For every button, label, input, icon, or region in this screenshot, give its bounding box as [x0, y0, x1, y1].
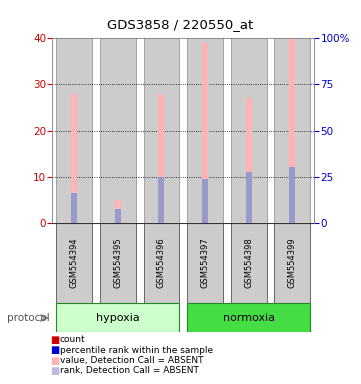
Text: ■: ■ — [51, 345, 60, 355]
Text: value, Detection Call = ABSENT: value, Detection Call = ABSENT — [60, 356, 203, 365]
Bar — [158, 177, 165, 223]
Text: protocol: protocol — [7, 313, 50, 323]
Bar — [100, 38, 136, 223]
Bar — [187, 38, 223, 223]
Bar — [158, 94, 165, 223]
Bar — [115, 209, 121, 223]
Bar — [187, 303, 310, 332]
Text: hypoxia: hypoxia — [96, 313, 140, 323]
Bar — [245, 98, 252, 223]
Bar — [71, 94, 77, 223]
Bar — [231, 38, 266, 223]
Bar — [144, 38, 179, 223]
Bar — [187, 223, 223, 303]
Bar — [289, 167, 295, 223]
Text: ■: ■ — [51, 335, 60, 345]
Text: ■: ■ — [51, 356, 60, 366]
Text: GSM554399: GSM554399 — [288, 238, 297, 288]
Bar — [56, 38, 92, 223]
Bar — [56, 303, 179, 332]
Bar — [274, 223, 310, 303]
Bar — [115, 200, 121, 223]
Text: GSM554394: GSM554394 — [70, 238, 79, 288]
Bar — [71, 193, 77, 223]
Bar — [245, 172, 252, 223]
Text: GSM554398: GSM554398 — [244, 238, 253, 288]
Bar — [202, 179, 208, 223]
Bar — [202, 43, 208, 223]
Bar — [144, 223, 179, 303]
Text: normoxia: normoxia — [223, 313, 275, 323]
Bar — [274, 38, 310, 223]
Text: GSM554397: GSM554397 — [200, 238, 209, 288]
Bar — [289, 38, 295, 223]
Bar — [56, 223, 92, 303]
Text: GDS3858 / 220550_at: GDS3858 / 220550_at — [107, 18, 254, 31]
Text: GSM554396: GSM554396 — [157, 238, 166, 288]
Text: ■: ■ — [51, 366, 60, 376]
Text: count: count — [60, 335, 85, 344]
Text: GSM554395: GSM554395 — [113, 238, 122, 288]
Bar — [100, 223, 136, 303]
Text: rank, Detection Call = ABSENT: rank, Detection Call = ABSENT — [60, 366, 199, 376]
Text: percentile rank within the sample: percentile rank within the sample — [60, 346, 213, 355]
Bar — [231, 223, 266, 303]
